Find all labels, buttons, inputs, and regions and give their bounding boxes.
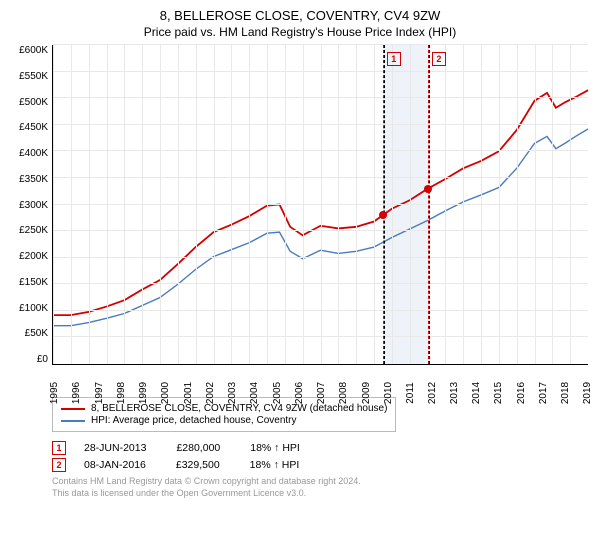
y-tick-label: £550K: [19, 71, 48, 82]
y-tick-label: £50K: [25, 328, 48, 339]
legend-label: 8, BELLEROSE CLOSE, COVENTRY, CV4 9ZW (d…: [91, 403, 387, 414]
y-tick-label: £500K: [19, 97, 48, 108]
y-tick-label: £0: [37, 354, 48, 365]
sale-delta: 18% ↑ HPI: [250, 442, 300, 454]
plot-area: 12: [52, 45, 588, 365]
y-tick-label: £150K: [19, 277, 48, 288]
sale-delta: 18% ↑ HPI: [250, 459, 300, 471]
legend-row: 8, BELLEROSE CLOSE, COVENTRY, CV4 9ZW (d…: [61, 403, 387, 414]
y-tick-label: £200K: [19, 251, 48, 262]
legend-swatch: [61, 420, 85, 422]
sale-flag-box: 2: [432, 52, 446, 66]
sale-row: 1 28-JUN-2013 £280,000 18% ↑ HPI: [52, 441, 588, 455]
sale-date: 28-JUN-2013: [84, 442, 146, 454]
page-subtitle: Price paid vs. HM Land Registry's House …: [12, 25, 588, 39]
y-tick-label: £600K: [19, 45, 48, 56]
y-tick-label: £400K: [19, 148, 48, 159]
y-tick-label: £250K: [19, 225, 48, 236]
sale-marker-box: 1: [52, 441, 66, 455]
sale-price: £280,000: [176, 442, 220, 454]
attribution: Contains HM Land Registry data © Crown c…: [52, 476, 588, 499]
legend-swatch: [61, 408, 85, 410]
legend-row: HPI: Average price, detached house, Cove…: [61, 415, 387, 426]
sales-table: 1 28-JUN-2013 £280,000 18% ↑ HPI 2 08-JAN-201…: [52, 441, 588, 472]
chart: £600K £550K £500K £450K £400K £350K £300K £250K…: [12, 45, 588, 365]
x-axis: 1995199619971998199920002001200220032004…: [52, 365, 578, 393]
sale-point: [424, 185, 432, 193]
y-tick-label: £300K: [19, 200, 48, 211]
attribution-line: Contains HM Land Registry data © Crown c…: [52, 476, 588, 488]
sale-point: [379, 211, 387, 219]
page-title: 8, BELLEROSE CLOSE, COVENTRY, CV4 9ZW: [12, 8, 588, 23]
sale-date: 08-JAN-2016: [84, 459, 146, 471]
legend-label: HPI: Average price, detached house, Cove…: [91, 415, 297, 426]
y-tick-label: £350K: [19, 174, 48, 185]
y-axis: £600K £550K £500K £450K £400K £350K £300K £250K…: [12, 45, 52, 365]
y-tick-label: £450K: [19, 122, 48, 133]
sale-vline: [383, 45, 385, 364]
attribution-line: This data is licensed under the Open Gov…: [52, 488, 588, 500]
sale-marker-box: 2: [52, 458, 66, 472]
sale-flag-box: 1: [387, 52, 401, 66]
x-tick-label: 2019: [582, 382, 600, 404]
chart-container: 8, BELLEROSE CLOSE, COVENTRY, CV4 9ZW Pr…: [0, 0, 600, 505]
sale-flag: 2: [432, 49, 446, 67]
sale-row: 2 08-JAN-2016 £329,500 18% ↑ HPI: [52, 458, 588, 472]
y-tick-label: £100K: [19, 303, 48, 314]
sale-vline: [428, 45, 430, 364]
sale-flag: 1: [387, 49, 401, 67]
sale-price: £329,500: [176, 459, 220, 471]
